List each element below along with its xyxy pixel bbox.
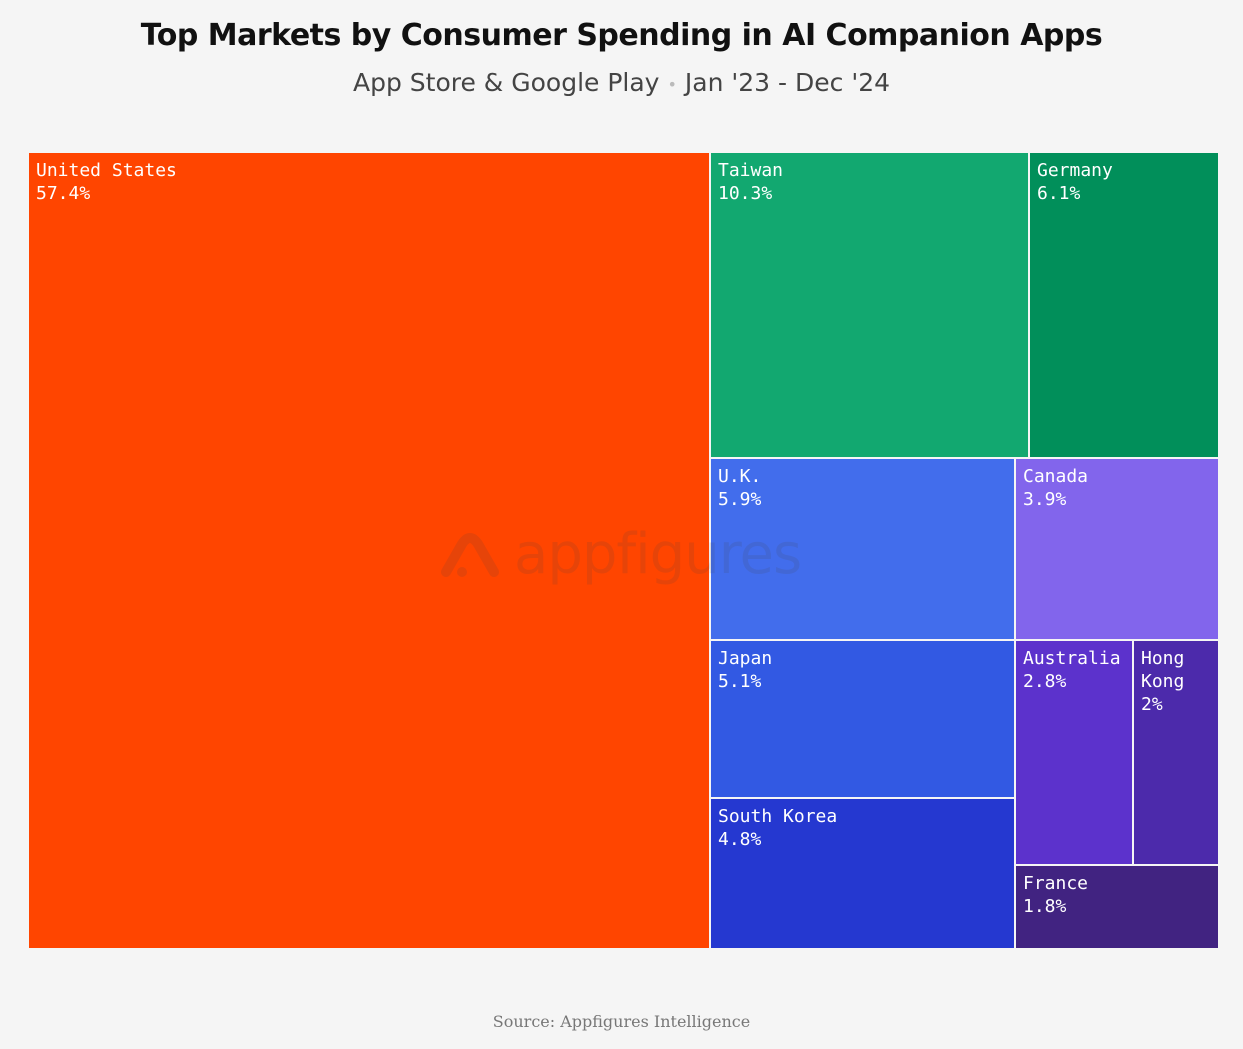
tile-label-hong-kong: Hong Kong: [1141, 648, 1185, 692]
treemap-tile-south-korea[interactable]: South Korea 4.8%: [710, 798, 1015, 949]
treemap-tile-canada[interactable]: Canada 3.9%: [1015, 458, 1219, 640]
treemap-tile-germany[interactable]: Germany 6.1%: [1029, 152, 1219, 458]
tile-value-france: 1.8%: [1023, 896, 1067, 917]
treemap-tile-france[interactable]: France 1.8%: [1015, 865, 1219, 949]
tile-value-germany: 6.1%: [1037, 183, 1081, 204]
source-note: Source: Appfigures Intelligence: [492, 1012, 751, 1031]
tile-value-australia: 2.8%: [1023, 671, 1067, 692]
tile-value-united-states: 57.4%: [36, 183, 91, 204]
subtitle-date-range: Jan '23 - Dec '24: [684, 68, 891, 97]
chart-title: Top Markets by Consumer Spending in AI C…: [140, 18, 1103, 53]
tile-value-u-k: 5.9%: [718, 489, 762, 510]
tile-value-canada: 3.9%: [1023, 489, 1067, 510]
tile-label-taiwan: Taiwan: [718, 160, 784, 181]
treemap-tile-u-k[interactable]: U.K. 5.9%: [710, 458, 1015, 640]
chart-subtitle: App Store & Google Play • Jan '23 - Dec '2…: [0, 68, 1243, 97]
tile-label-france: France: [1023, 873, 1089, 894]
treemap-tile-hong-kong[interactable]: Hong Kong 2%: [1133, 640, 1219, 865]
treemap-chart: United States 57.4% Taiwan 10.3% Germany 6.1%…: [28, 152, 1219, 949]
tile-label-australia: Australia: [1023, 648, 1121, 669]
subtitle-separator-icon: •: [667, 74, 677, 94]
treemap-tile-taiwan[interactable]: Taiwan 10.3%: [710, 152, 1029, 458]
tile-label-united-states: United States: [36, 160, 177, 181]
tile-label-japan: Japan: [718, 648, 773, 669]
tile-label-canada: Canada: [1023, 466, 1089, 487]
subtitle-stores: App Store & Google Play: [352, 68, 660, 97]
tile-value-south-korea: 4.8%: [718, 829, 762, 850]
tile-value-taiwan: 10.3%: [718, 183, 773, 204]
tile-label-germany: Germany: [1037, 160, 1113, 181]
tile-value-japan: 5.1%: [718, 671, 762, 692]
treemap-tile-japan[interactable]: Japan 5.1%: [710, 640, 1015, 798]
treemap-tile-australia[interactable]: Australia 2.8%: [1015, 640, 1133, 865]
tile-label-u-k: U.K.: [718, 466, 762, 487]
treemap-tile-united-states[interactable]: United States 57.4%: [28, 152, 710, 949]
tile-label-south-korea: South Korea: [718, 806, 838, 827]
tile-value-hong-kong: 2%: [1141, 694, 1163, 715]
